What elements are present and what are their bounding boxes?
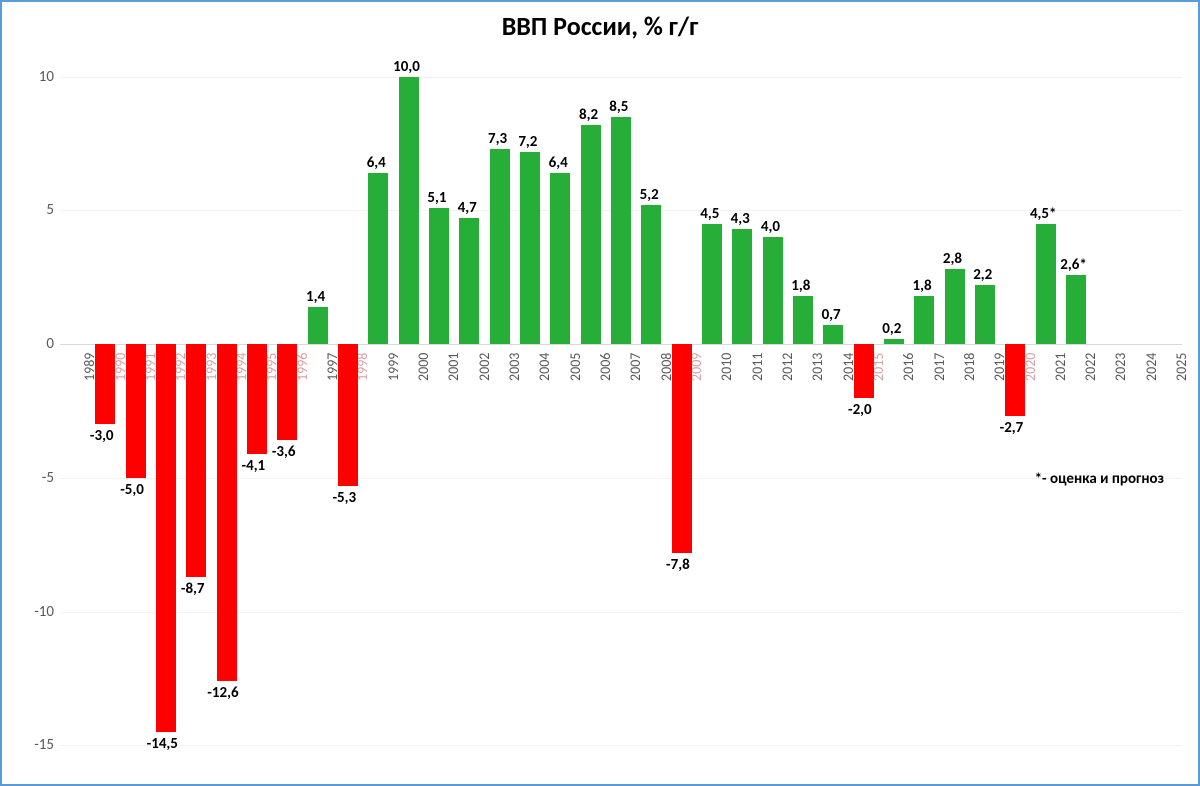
data-label: 4,5* xyxy=(1030,205,1057,223)
data-label: 7,2 xyxy=(518,133,537,151)
data-label: -2,7 xyxy=(1000,419,1024,437)
x-tick-label: 2018 xyxy=(961,353,978,381)
chart-frame: ВВП России, % г/г -15-10-5051019891990-3… xyxy=(0,0,1200,786)
y-tick-label: -5 xyxy=(18,469,54,487)
y-tick-label: 0 xyxy=(18,335,54,353)
data-label: 4,3 xyxy=(731,210,750,228)
bar xyxy=(611,117,631,344)
x-tick-label: 2001 xyxy=(445,353,462,381)
x-tick-label: 1999 xyxy=(385,353,402,381)
data-label: 2,6* xyxy=(1060,256,1087,274)
bar xyxy=(520,152,540,345)
data-label: 6,4 xyxy=(549,154,568,172)
bar xyxy=(277,344,297,440)
bar xyxy=(975,285,995,344)
data-label: 10,0 xyxy=(393,58,420,76)
x-tick-label: 2002 xyxy=(476,353,493,381)
bar xyxy=(884,339,904,344)
x-tick-label: 2011 xyxy=(749,353,766,381)
x-tick-label: 2025 xyxy=(1173,353,1190,381)
bar xyxy=(823,325,843,344)
data-label: -5,0 xyxy=(120,481,144,499)
bar xyxy=(459,218,479,344)
data-label: -3,0 xyxy=(90,427,114,445)
bar xyxy=(641,205,661,344)
data-label: 6,4 xyxy=(367,154,386,172)
y-tick-label: -15 xyxy=(18,736,54,754)
bar xyxy=(217,344,237,681)
data-label: 4,5 xyxy=(700,205,719,223)
data-label: 0,2 xyxy=(882,320,901,338)
bar xyxy=(156,344,176,732)
data-label: 5,2 xyxy=(640,186,659,204)
data-label: -7,8 xyxy=(666,556,690,574)
data-label: -12,6 xyxy=(207,684,238,702)
bar xyxy=(672,344,692,553)
data-label: -2,0 xyxy=(848,401,872,419)
bar xyxy=(581,125,601,344)
footnote: *- оценка и прогноз xyxy=(1035,470,1164,488)
data-label: 5,1 xyxy=(427,189,446,207)
data-label: -14,5 xyxy=(147,735,178,753)
bar xyxy=(95,344,115,424)
bar xyxy=(550,173,570,344)
gridline xyxy=(60,745,1182,746)
bar xyxy=(1005,344,1025,416)
data-label: 2,8 xyxy=(943,250,962,268)
bar xyxy=(1036,224,1056,344)
bar xyxy=(945,269,965,344)
data-label: 4,0 xyxy=(761,218,780,236)
bar xyxy=(429,208,449,344)
data-label: 8,5 xyxy=(609,98,628,116)
x-tick-label: 2005 xyxy=(567,353,584,381)
x-tick-label: 2013 xyxy=(809,353,826,381)
data-label: -8,7 xyxy=(181,580,205,598)
bar xyxy=(702,224,722,344)
plot-area: -15-10-5051019891990-3,01991-5,01992-14,… xyxy=(60,50,1182,772)
x-tick-label: 2006 xyxy=(597,353,614,381)
x-tick-label: 2022 xyxy=(1082,353,1099,381)
bar xyxy=(1066,275,1086,345)
x-tick-label: 2010 xyxy=(718,353,735,381)
chart-title: ВВП России, % г/г xyxy=(2,10,1198,42)
x-tick-label: 2004 xyxy=(536,353,553,381)
y-tick-label: 5 xyxy=(18,201,54,219)
data-label: 0,7 xyxy=(822,306,841,324)
bar xyxy=(914,296,934,344)
bar xyxy=(490,149,510,344)
x-tick-label: 2012 xyxy=(779,353,796,381)
bar xyxy=(247,344,267,454)
bar xyxy=(399,77,419,344)
gridline xyxy=(60,77,1182,78)
x-tick-label: 2024 xyxy=(1143,353,1160,381)
data-label: -3,6 xyxy=(272,443,296,461)
bar xyxy=(793,296,813,344)
data-label: 8,2 xyxy=(579,106,598,124)
x-tick-label: 2023 xyxy=(1112,353,1129,381)
x-tick-label: 2000 xyxy=(415,353,432,381)
data-label: 2,2 xyxy=(973,266,992,284)
x-tick-label: 2003 xyxy=(506,353,523,381)
data-label: 1,4 xyxy=(306,288,325,306)
x-tick-label: 2016 xyxy=(900,353,917,381)
bar xyxy=(763,237,783,344)
y-tick-label: -10 xyxy=(18,603,54,621)
data-label: -4,1 xyxy=(242,457,266,475)
bar xyxy=(854,344,874,397)
bar xyxy=(126,344,146,478)
data-label: 1,8 xyxy=(791,277,810,295)
bar xyxy=(368,173,388,344)
data-label: 4,7 xyxy=(458,199,477,217)
bar xyxy=(186,344,206,577)
bar xyxy=(732,229,752,344)
bar xyxy=(308,307,328,344)
x-tick-label: 2007 xyxy=(627,353,644,381)
x-tick-label: 2021 xyxy=(1052,353,1069,381)
y-tick-label: 10 xyxy=(18,68,54,86)
bar xyxy=(338,344,358,486)
data-label: 7,3 xyxy=(488,130,507,148)
x-tick-label: 2017 xyxy=(931,353,948,381)
data-label: -5,3 xyxy=(332,489,356,507)
data-label: 1,8 xyxy=(913,277,932,295)
